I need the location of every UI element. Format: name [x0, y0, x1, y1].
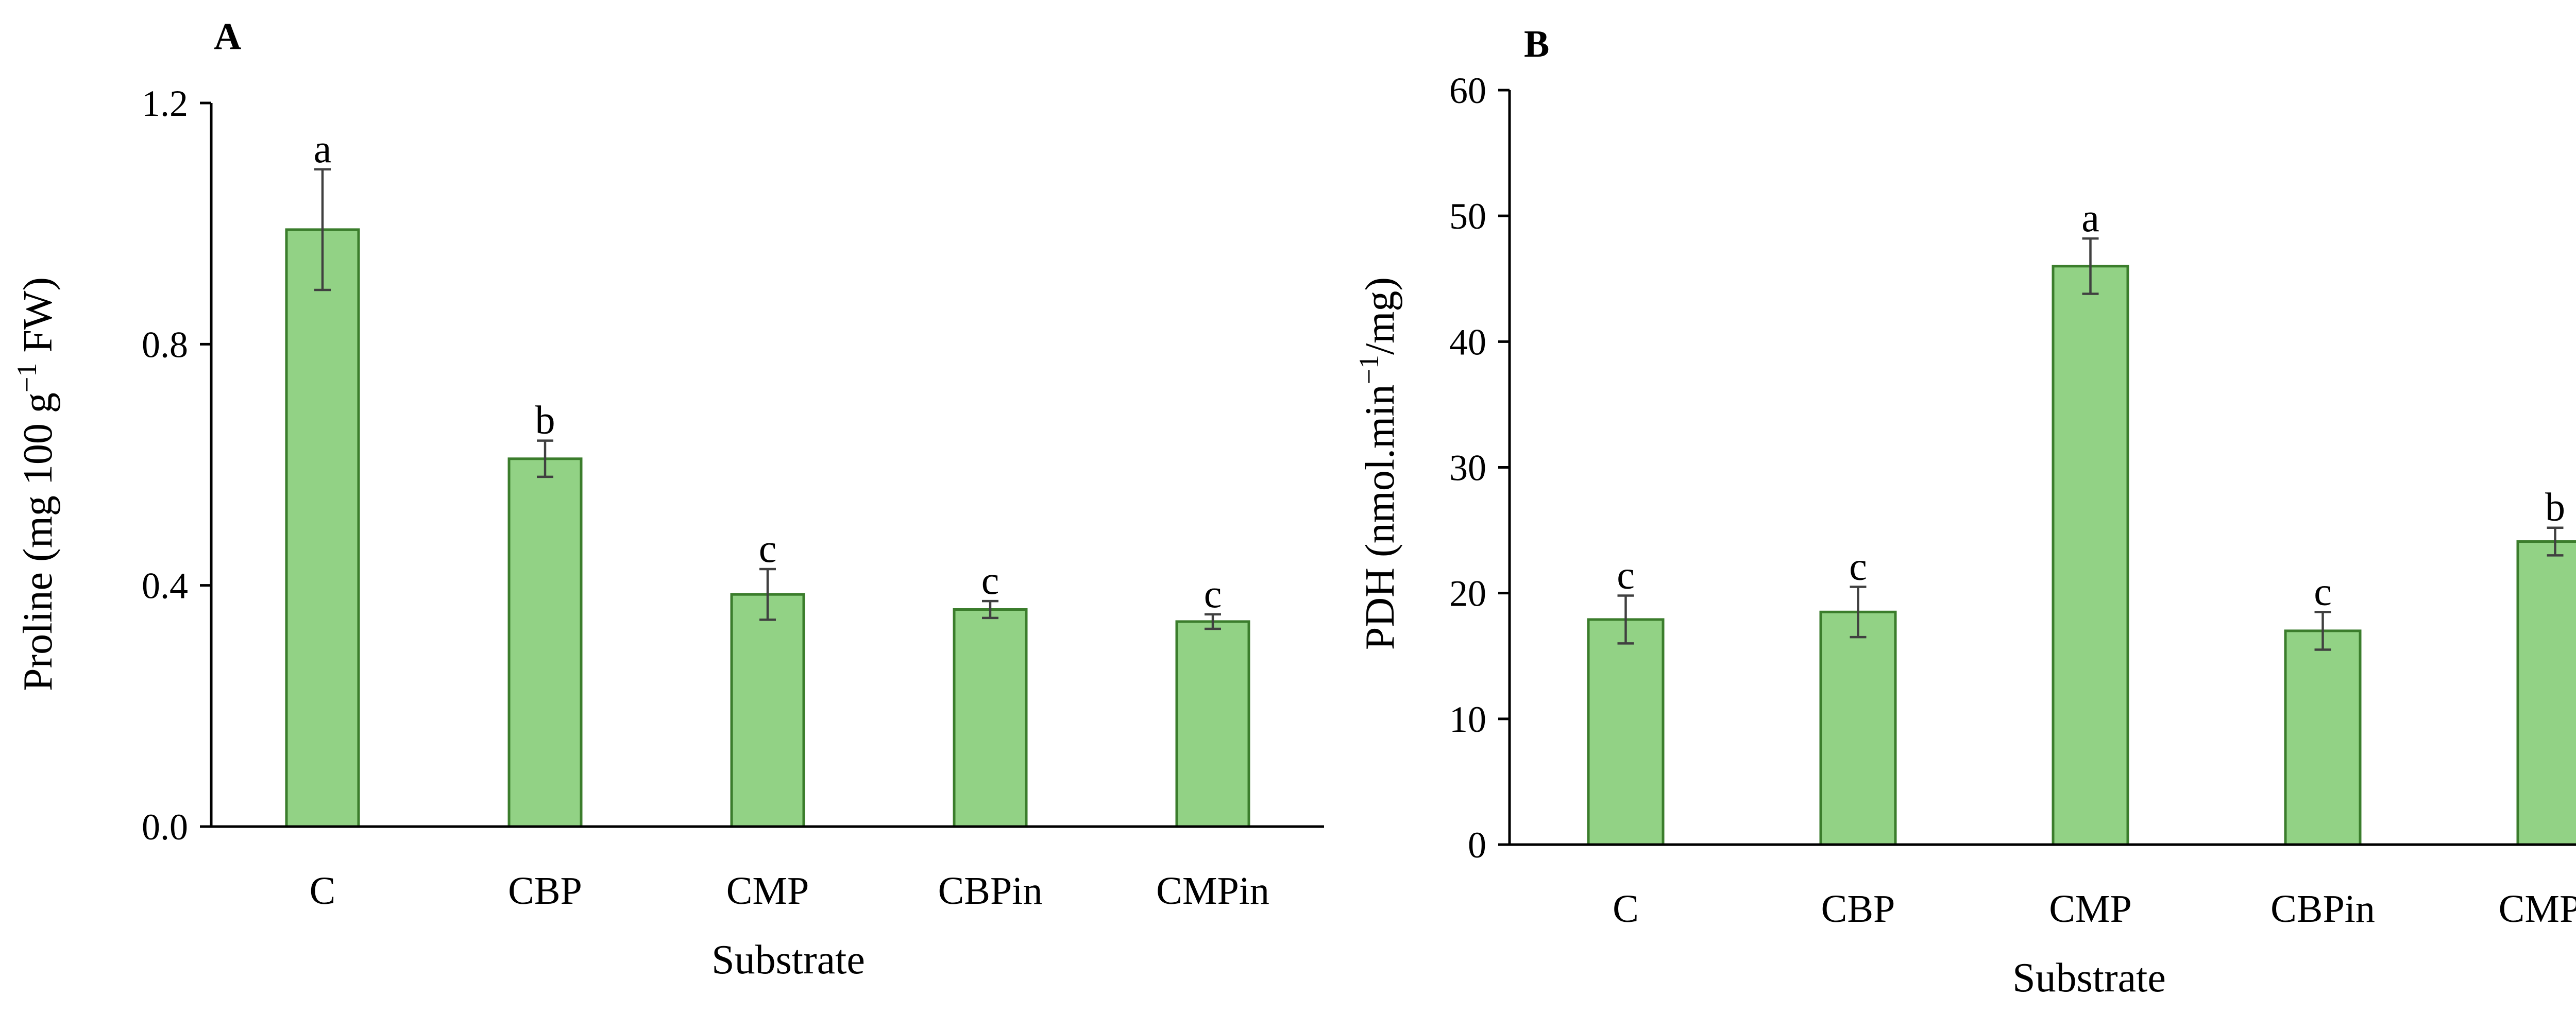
- bar: [1175, 620, 1250, 828]
- x-category-label: C: [1613, 887, 1639, 931]
- error-bar: [1850, 586, 1867, 639]
- y-axis-title-text-a: Proline (mg 100 g: [15, 392, 61, 691]
- significance-letter: b: [2545, 485, 2565, 529]
- y-axis-title-sup-b: −1: [1353, 355, 1384, 384]
- bars-panel-a: a b c c c: [285, 126, 1250, 828]
- error-bar: [314, 168, 331, 291]
- bars-panel-b: c c a c b: [1587, 195, 2576, 846]
- bar: [2052, 265, 2129, 846]
- x-categories-panel-a: C CBP CMP CBPin CMPin: [310, 869, 1269, 913]
- y-tick-label: 0.8: [142, 324, 188, 365]
- error-bar: [1205, 613, 1221, 630]
- y-axis-title-panel-a: Proline (mg 100 g−1 FW): [11, 277, 61, 691]
- bar: [1819, 610, 1897, 846]
- error-bar: [2082, 237, 2099, 295]
- bar: [2284, 629, 2362, 846]
- x-category-label: CMPin: [2499, 887, 2576, 931]
- significance-letter: c: [981, 558, 999, 603]
- x-category-label: CBPin: [938, 869, 1043, 913]
- x-axis-title-panel-b: Substrate: [2012, 955, 2166, 1001]
- x-category-label: C: [310, 869, 336, 913]
- y-tick-label: 40: [1449, 321, 1486, 363]
- panel-label-b: B: [1524, 23, 1549, 65]
- y-tick-label: 20: [1449, 573, 1486, 614]
- chart-panel-a: A a b c c c 0.0 0.4 0.8 1.2 C CBP CMP CBPin CMPin S…: [11, 15, 1324, 983]
- y-axis-title-unit-b: /mg): [1358, 277, 1403, 355]
- significance-letter: b: [535, 398, 555, 442]
- y-axis-title-unit-a: FW): [15, 277, 61, 363]
- bar: [730, 593, 805, 828]
- panel-label-a: A: [214, 15, 241, 58]
- y-tick-label: 50: [1449, 196, 1486, 237]
- significance-letter: c: [2314, 569, 2332, 613]
- y-tick-label: 10: [1449, 699, 1486, 740]
- x-categories-panel-b: C CBP CMP CBPin CMPin: [1613, 887, 2576, 931]
- significance-letter: c: [1617, 553, 1635, 597]
- significance-letter: a: [314, 126, 332, 171]
- y-tick-label: 60: [1449, 70, 1486, 111]
- y-tick-label: 0: [1468, 825, 1486, 866]
- bar: [507, 457, 583, 828]
- y-tick-label: 0.0: [142, 806, 188, 848]
- y-tick-label: 30: [1449, 448, 1486, 489]
- significance-letter: c: [1204, 571, 1222, 616]
- y-tick-label: 0.4: [142, 565, 188, 607]
- y-axis-title-panel-b: PDH (nmol.min−1/mg): [1353, 277, 1403, 650]
- x-category-label: CBPin: [2270, 887, 2375, 931]
- significance-letter: c: [759, 526, 777, 571]
- y-ticks-panel-a: 0.0 0.4 0.8 1.2: [142, 83, 211, 848]
- y-axis-title-text-b: PDH (nmol.min: [1358, 384, 1403, 650]
- error-bar: [759, 568, 776, 621]
- error-bar: [982, 599, 998, 620]
- y-axis-title-sup-a: −1: [11, 363, 42, 392]
- bar: [2516, 540, 2576, 846]
- bar: [953, 608, 1028, 828]
- x-category-label: CMPin: [1156, 869, 1269, 913]
- error-bar: [2314, 611, 2331, 651]
- x-axis-title-panel-a: Substrate: [711, 937, 865, 983]
- bar: [285, 228, 360, 828]
- y-tick-label: 1.2: [142, 83, 188, 124]
- error-bar: [537, 439, 553, 478]
- x-category-label: CMP: [2049, 887, 2132, 931]
- x-category-label: CBP: [1821, 887, 1895, 931]
- x-category-label: CBP: [508, 869, 582, 913]
- error-bar: [2547, 526, 2564, 557]
- significance-letter: a: [2081, 195, 2099, 240]
- x-category-label: CMP: [726, 869, 809, 913]
- bar: [1587, 618, 1665, 846]
- error-bar: [1617, 594, 1634, 645]
- y-ticks-panel-b: 0 10 20 30 40 50 60: [1449, 70, 1510, 866]
- significance-letter: c: [1849, 543, 1867, 588]
